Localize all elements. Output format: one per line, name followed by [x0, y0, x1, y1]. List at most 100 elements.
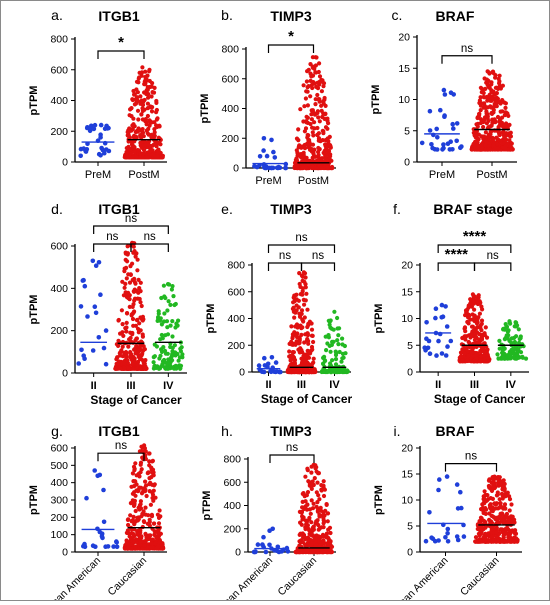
data-point: [152, 342, 157, 347]
y-tick-label: 400: [50, 95, 68, 107]
data-point: [172, 343, 177, 348]
data-point: [93, 310, 99, 316]
panel-title: BRAF: [436, 423, 475, 439]
data-point: [255, 542, 261, 547]
data-point: [315, 80, 320, 85]
data-point: [495, 492, 500, 497]
data-point: [140, 145, 145, 151]
data-point: [491, 478, 496, 483]
data-point: [158, 337, 163, 342]
data-point: [441, 87, 447, 93]
y-tick-label: 15: [401, 286, 413, 298]
data-point: [140, 102, 146, 108]
data-point: [152, 155, 158, 160]
data-point: [298, 531, 303, 536]
data-point: [132, 102, 137, 107]
data-point: [321, 84, 326, 89]
data-point: [132, 468, 137, 473]
data-point: [297, 271, 302, 276]
data-point: [103, 328, 109, 333]
data-point: [143, 449, 148, 454]
data-point: [468, 301, 473, 306]
data-point: [496, 124, 501, 130]
data-point: [502, 135, 507, 140]
data-point: [131, 479, 136, 484]
data-point: [135, 257, 140, 262]
data-point: [149, 109, 155, 114]
data-point: [152, 521, 157, 526]
data-point: [476, 293, 481, 298]
data-point: [316, 136, 322, 141]
data-point: [484, 109, 489, 114]
data-point: [130, 311, 135, 316]
data-point: [465, 358, 470, 363]
data-point: [483, 325, 488, 330]
data-point: [267, 165, 272, 171]
y-tick-label: 200: [227, 340, 245, 352]
data-point: [292, 332, 297, 337]
y-tick-label: 200: [221, 133, 239, 145]
data-point: [503, 105, 508, 110]
panel-letter: i.: [394, 423, 401, 439]
data-point: [178, 366, 183, 371]
data-point: [142, 543, 147, 548]
data-point: [516, 327, 521, 332]
y-axis-label: pTPM: [28, 295, 40, 325]
data-point: [473, 535, 479, 540]
data-point: [78, 153, 83, 159]
data-point: [509, 502, 514, 507]
data-point: [434, 147, 440, 152]
data-point: [124, 146, 129, 151]
data-point: [503, 531, 508, 536]
data-point: [149, 514, 155, 519]
data-point: [136, 117, 141, 122]
y-tick-label: 800: [221, 44, 239, 56]
x-axis-label: Stage of Cancer: [90, 393, 182, 407]
data-point: [439, 315, 445, 320]
data-point: [301, 83, 306, 88]
data-point: [163, 295, 168, 301]
data-point: [149, 84, 154, 89]
data-point: [138, 502, 143, 507]
data-point: [308, 121, 313, 127]
data-point: [311, 524, 316, 529]
data-point: [154, 535, 159, 540]
data-point: [159, 332, 164, 338]
data-point: [482, 333, 487, 338]
data-point: [128, 272, 133, 277]
data-point: [154, 100, 159, 105]
data-point: [155, 544, 161, 549]
data-point: [326, 149, 332, 154]
data-point: [157, 540, 162, 545]
data-point: [507, 508, 512, 513]
data-point: [311, 133, 316, 138]
data-point: [267, 528, 272, 533]
data-point: [140, 455, 145, 460]
data-point: [138, 328, 143, 333]
data-point: [330, 358, 335, 363]
data-point: [479, 318, 485, 323]
data-point: [437, 477, 442, 482]
data-point: [497, 346, 502, 351]
data-point: [427, 351, 433, 357]
data-point: [512, 535, 517, 540]
data-point: [434, 353, 439, 358]
data-point: [336, 342, 341, 347]
y-axis-label: pTPM: [199, 94, 211, 124]
data-point: [149, 94, 154, 99]
data-point: [481, 518, 486, 523]
data-point: [511, 346, 516, 352]
data-point: [315, 549, 320, 555]
data-point: [339, 359, 344, 364]
y-axis-label: pTPM: [373, 304, 385, 334]
y-tick-label: 0: [407, 547, 413, 559]
data-point: [139, 135, 144, 140]
x-axis-label: Stage of Cancer: [261, 392, 353, 406]
data-point: [469, 332, 474, 337]
data-point: [79, 347, 84, 353]
data-point: [483, 130, 488, 135]
data-point: [309, 362, 315, 367]
data-point: [138, 300, 143, 305]
y-tick-label: 600: [223, 477, 241, 489]
data-point: [304, 291, 309, 296]
